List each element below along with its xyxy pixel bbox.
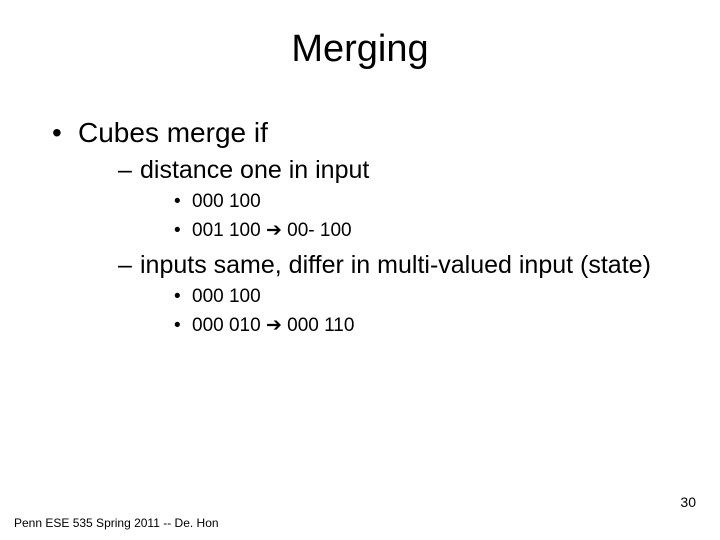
bullet-list-level3: 000 100 000 010 ➔ 000 110 (140, 285, 720, 338)
bullet-l2-distance: distance one in input 000 100 001 100 ➔ … (118, 155, 720, 244)
bullet-list-level3: 000 100 001 100 ➔ 00- 100 (140, 190, 720, 243)
bullet-l3-item: 000 010 ➔ 000 110 (174, 314, 720, 339)
code-text: 000 100 (192, 286, 261, 307)
footer-text: Penn ESE 535 Spring 2011 -- De. Hon (14, 516, 219, 530)
slide-title: Merging (0, 0, 720, 79)
bullet-l3-item: 001 100 ➔ 00- 100 (174, 219, 720, 244)
bullet-l1-text: Cubes merge if (78, 117, 268, 148)
page-number: 30 (680, 494, 696, 510)
slide: Merging Cubes merge if distance one in i… (0, 0, 720, 540)
code-text: 001 100 ➔ 00- 100 (192, 220, 352, 241)
bullet-list-level1: Cubes merge if distance one in input 000… (52, 117, 720, 338)
bullet-l2-text: inputs same, differ in multi-valued inpu… (140, 251, 651, 279)
bullet-l3-item: 000 100 (174, 190, 720, 215)
bullet-l1: Cubes merge if distance one in input 000… (52, 117, 720, 338)
code-text: 000 010 ➔ 000 110 (192, 315, 354, 336)
bullet-l2-inputs-same: inputs same, differ in multi-valued inpu… (118, 250, 720, 339)
bullet-l3-item: 000 100 (174, 285, 720, 310)
bullet-l2-text: distance one in input (140, 156, 369, 184)
bullet-list-level2: distance one in input 000 100 001 100 ➔ … (78, 155, 720, 338)
slide-content: Cubes merge if distance one in input 000… (0, 79, 720, 338)
code-text: 000 100 (192, 191, 261, 212)
